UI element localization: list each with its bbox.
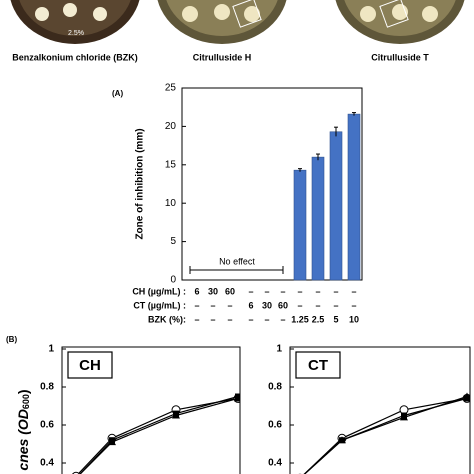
y-tick-label: 5 xyxy=(170,236,176,247)
plot-frame xyxy=(289,346,471,474)
table-cell: – xyxy=(297,286,302,296)
series-line xyxy=(79,397,239,474)
panel-label: (B) xyxy=(6,335,17,344)
table-cell: – xyxy=(280,286,285,296)
line-chart: 1 0.8 0.6 0.4 CT xyxy=(268,344,471,474)
marker xyxy=(464,395,470,402)
series-line xyxy=(77,397,239,474)
dish-photo: 2.5% xyxy=(5,0,145,46)
plot-area xyxy=(72,393,240,474)
label-box xyxy=(67,351,113,379)
y-tick-label: 1 xyxy=(48,344,54,355)
y-label-text: cnes (OD xyxy=(15,409,31,470)
y-tick-label: 25 xyxy=(165,83,177,94)
table-cell: 30 xyxy=(208,286,218,296)
table-cell: – xyxy=(210,300,215,310)
y-label-sub: 600 xyxy=(21,394,31,409)
series-line xyxy=(303,397,468,474)
table-cell: 30 xyxy=(262,300,272,310)
marker xyxy=(401,412,407,419)
bar xyxy=(329,131,343,281)
plot-frame xyxy=(61,346,241,474)
table-cell: – xyxy=(333,286,338,296)
table-cell: – xyxy=(227,300,232,310)
line-chart: 1 0.8 0.6 0.4 CH xyxy=(40,344,241,474)
table-cell: 1.25 xyxy=(291,314,309,324)
y-tick-label: 10 xyxy=(165,198,177,209)
dish-photo xyxy=(335,0,465,44)
dish-label: Citrulluside H xyxy=(193,52,252,62)
y-tick-label: 0.4 xyxy=(268,458,282,469)
marker xyxy=(109,437,115,444)
bar xyxy=(293,169,307,281)
table-cell: 10 xyxy=(349,314,359,324)
table-cell: 6 xyxy=(194,286,199,296)
annotation: No effect xyxy=(219,256,255,266)
table-cell: – xyxy=(194,314,199,324)
table-cell: – xyxy=(351,300,356,310)
plot-frame xyxy=(181,87,363,281)
table-cell: 60 xyxy=(278,300,288,310)
table-cell: – xyxy=(210,314,215,324)
bar xyxy=(311,156,325,281)
y-tick-label: 0 xyxy=(170,275,176,286)
table-cell: – xyxy=(333,300,338,310)
series-line xyxy=(79,395,239,474)
table-cell: – xyxy=(248,286,253,296)
table-cell: 2.5 xyxy=(312,314,325,324)
table-cell: – xyxy=(194,300,199,310)
box-label: CT xyxy=(308,357,328,374)
marker xyxy=(173,410,179,417)
box-label: CH xyxy=(79,357,101,374)
table-cell: – xyxy=(315,300,320,310)
y-tick-label: 0.6 xyxy=(268,420,282,431)
row-label: CT (µg/mL) : xyxy=(133,300,186,310)
y-tick-label: 1 xyxy=(276,344,282,355)
series-line xyxy=(303,395,468,474)
table-cell: – xyxy=(280,314,285,324)
y-tick-label: 0.4 xyxy=(40,458,54,469)
y-tick-label: 15 xyxy=(165,159,177,170)
table-cell: – xyxy=(264,314,269,324)
table-cell: – xyxy=(227,314,232,324)
dish-label: Citrulluside T xyxy=(371,52,429,62)
row-label: BZK (%): xyxy=(148,314,186,324)
dish-label: Benzalkonium chloride (BZK) xyxy=(12,52,138,62)
plot-area xyxy=(298,392,470,474)
table-cell: 6 xyxy=(248,300,253,310)
y-axis-label: cnes (OD600) xyxy=(15,389,32,470)
row-label: CH (µg/mL) : xyxy=(132,286,186,296)
marker xyxy=(235,393,240,400)
label-box xyxy=(295,351,341,379)
y-tick-label: 0.8 xyxy=(268,382,282,393)
y-axis-label: Zone of inhibition (mm) xyxy=(135,128,146,239)
table-cell: – xyxy=(264,286,269,296)
y-tick-label: 0.8 xyxy=(40,382,54,393)
table-cell: 5 xyxy=(333,314,338,324)
marker xyxy=(339,437,345,444)
dish-note: 2.5% xyxy=(68,30,84,37)
table-cell: 60 xyxy=(225,286,235,296)
table-cell: – xyxy=(351,286,356,296)
series-line xyxy=(303,397,468,474)
bar xyxy=(347,113,361,281)
table-cell: – xyxy=(248,314,253,324)
table-cell: – xyxy=(297,300,302,310)
table-cell: – xyxy=(315,286,320,296)
panel-label: (A) xyxy=(112,89,123,98)
y-tick-label: 20 xyxy=(165,121,177,132)
dish-photo xyxy=(157,0,287,44)
y-tick-label: 0.6 xyxy=(40,420,54,431)
y-label-end: ) xyxy=(15,389,31,394)
